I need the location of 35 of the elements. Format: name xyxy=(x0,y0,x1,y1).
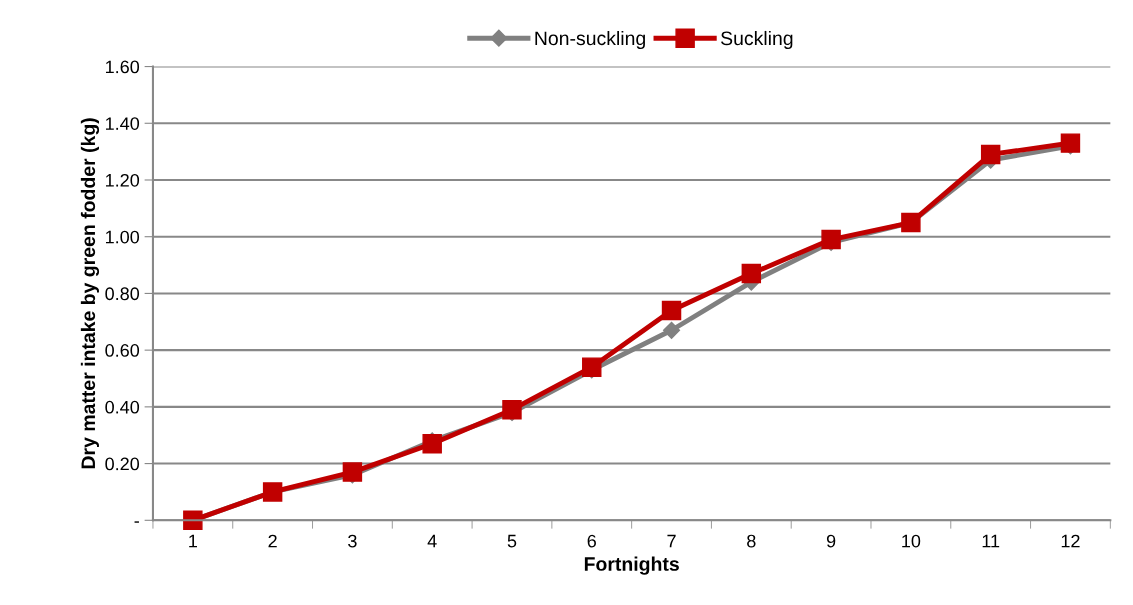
y-tick-label: 1.40 xyxy=(106,117,140,130)
x-tick-label: 2 xyxy=(268,534,277,548)
point xyxy=(662,321,681,339)
legend-label: Non-suckling xyxy=(535,30,645,50)
y-tick-label: 1.60 xyxy=(106,60,140,74)
x-tick-label: 8 xyxy=(747,534,756,548)
y-tick-label: 1.20 xyxy=(106,173,140,187)
x-tick-label: 7 xyxy=(667,534,676,548)
y-tick-label: 0.40 xyxy=(105,400,140,414)
point xyxy=(661,300,682,321)
y-tick-label: 0.80 xyxy=(105,287,140,301)
y-tick-label: - xyxy=(134,521,139,523)
point xyxy=(980,144,1001,165)
x-tick-label: 6 xyxy=(587,534,596,548)
point xyxy=(741,263,762,284)
y-tick-label: 0.60 xyxy=(105,344,140,357)
y-tick-label: 1.00 xyxy=(106,230,140,244)
x-tick-label: 10 xyxy=(902,534,921,548)
point xyxy=(821,229,841,250)
x-tick-label: 12 xyxy=(1061,534,1080,548)
x-tick-label: 11 xyxy=(982,534,1000,548)
point xyxy=(422,434,442,454)
point xyxy=(1060,133,1081,153)
point xyxy=(502,399,522,420)
legend-label: Suckling xyxy=(721,30,793,50)
x-tick-label: 1 xyxy=(189,534,197,548)
point xyxy=(342,462,363,482)
x-tick-label: 3 xyxy=(348,534,357,548)
x-axis-title: Fortnights xyxy=(584,556,679,575)
x-tick-label: 4 xyxy=(427,534,437,548)
point xyxy=(582,357,602,377)
x-tick-label: 5 xyxy=(507,534,517,548)
y-axis-title: Dry matter intake by green fodder (kg) xyxy=(80,118,100,469)
y-tick-label: 0.20 xyxy=(105,457,140,471)
x-tick-label: 9 xyxy=(826,534,836,548)
